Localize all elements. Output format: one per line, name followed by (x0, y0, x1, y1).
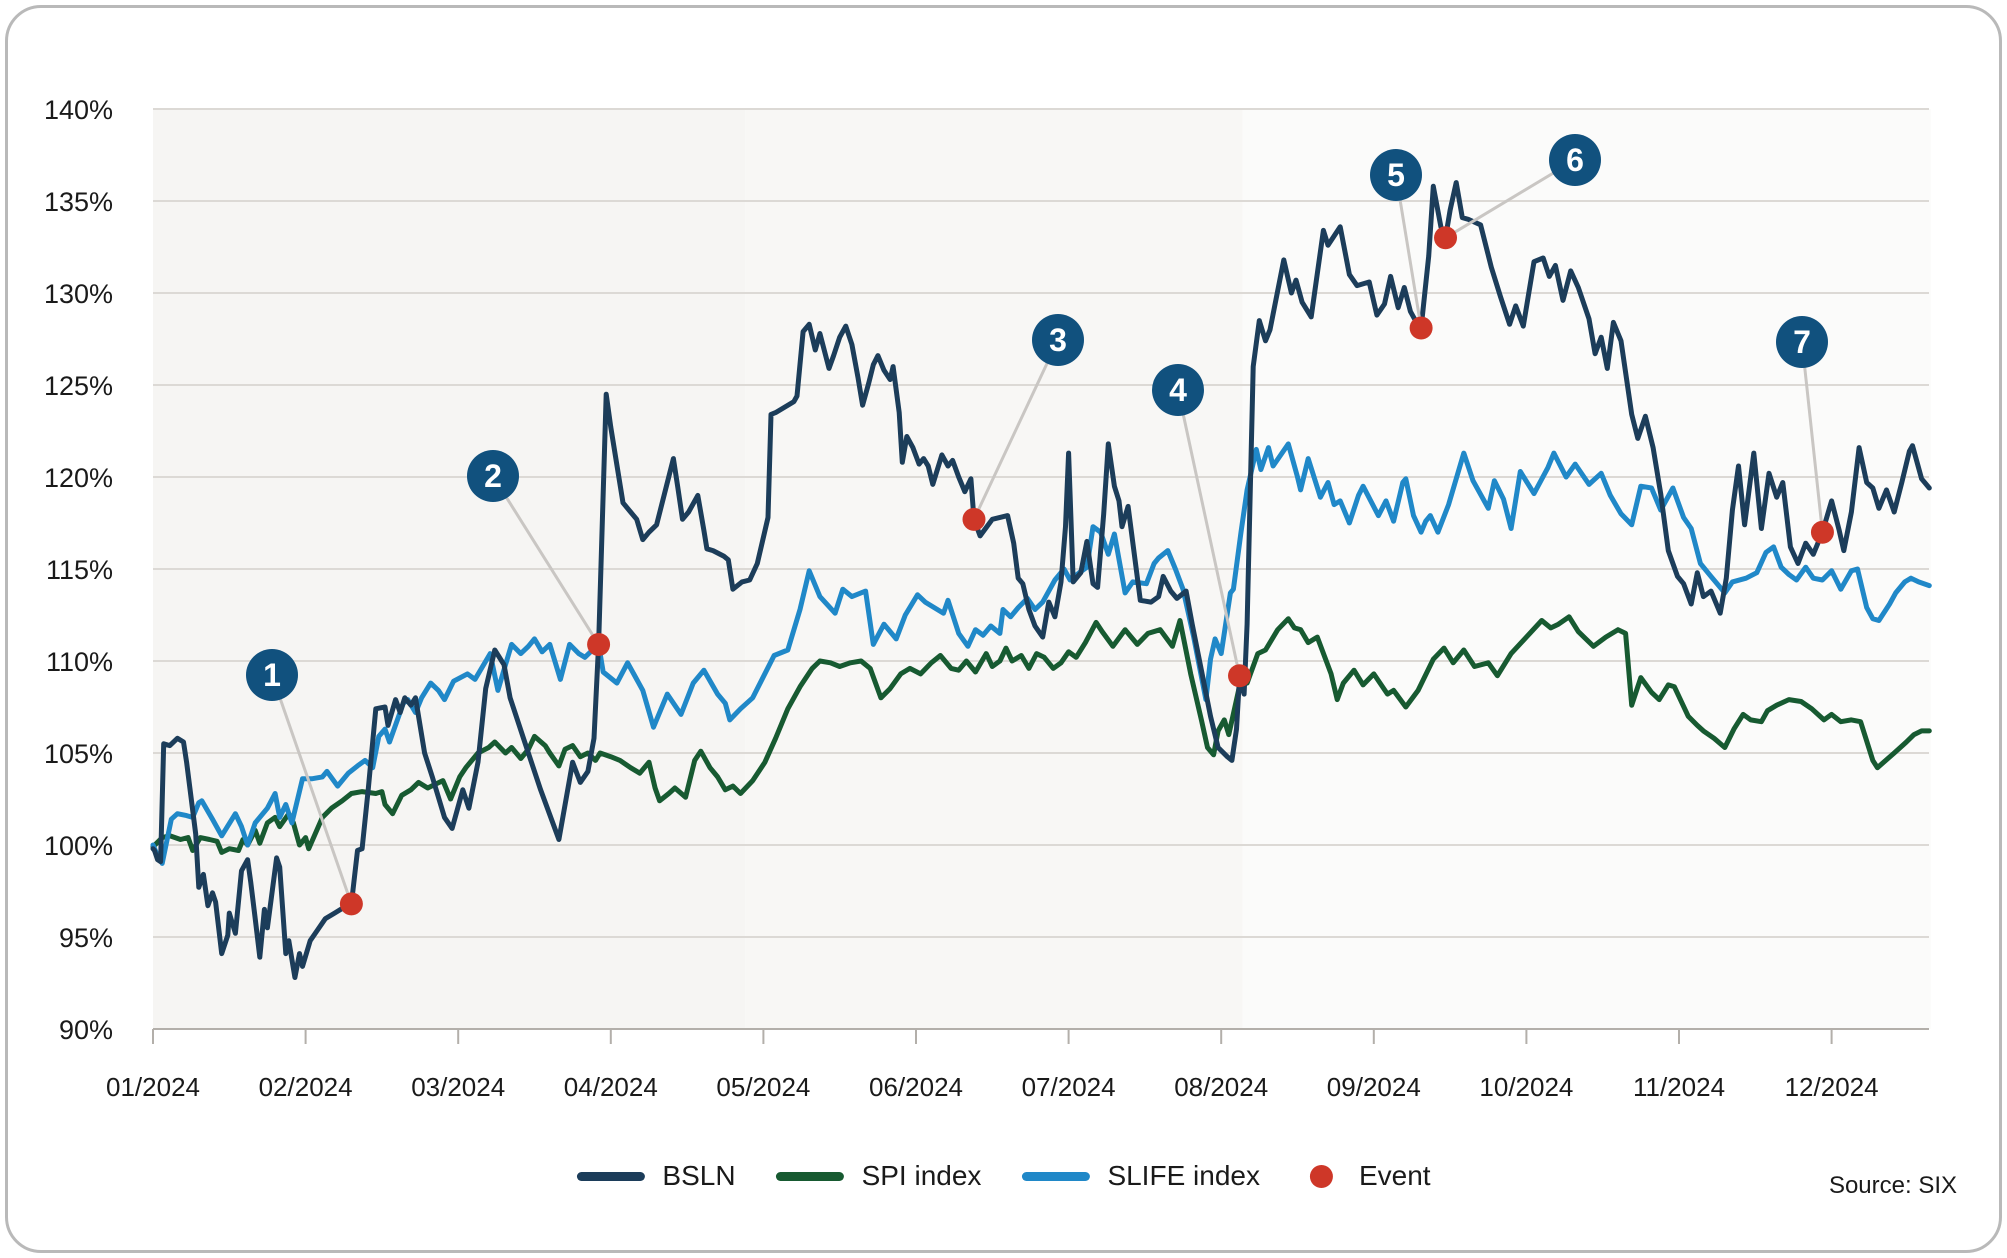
series-line-spi-index (150, 614, 1932, 855)
y-tick-label: 120% (44, 463, 113, 493)
event-dot-1 (339, 892, 363, 916)
x-tick-label: 10/2024 (1479, 1072, 1573, 1102)
event-badge-6 (1549, 134, 1601, 186)
y-tick-label: 140% (44, 95, 113, 125)
legend-label-spi-index: SPI index (861, 1160, 982, 1191)
event-badge-number: 1 (263, 657, 281, 693)
event-badge-number: 4 (1169, 372, 1187, 408)
x-tick-label: 01/2024 (106, 1072, 200, 1102)
event-connector-4 (1176, 389, 1241, 677)
event-badge-number: 5 (1387, 157, 1405, 193)
source-label: Source: SIX (1828, 1172, 1957, 1199)
event-connector-3 (972, 339, 1060, 520)
event-badge-5 (1370, 149, 1422, 201)
x-tick-label: 02/2024 (259, 1072, 353, 1102)
x-tick-label: 11/2024 (1633, 1072, 1725, 1102)
y-tick-label: 110% (46, 647, 113, 677)
x-tick-label: 08/2024 (1174, 1072, 1268, 1102)
event-dot-4 (1228, 664, 1252, 688)
y-tick-label: 125% (44, 371, 113, 401)
bsln-line-swatch (576, 1171, 645, 1181)
event-connector-1 (270, 674, 353, 905)
event-dot-2 (587, 632, 611, 656)
x-tick-label: 04/2024 (564, 1072, 658, 1102)
spi-index-line-swatch (775, 1171, 844, 1181)
series-line-bsln (150, 180, 1932, 980)
x-tick-label: 05/2024 (716, 1072, 810, 1102)
y-tick-label: 115% (46, 555, 113, 585)
event-dot-6 (1434, 226, 1458, 250)
slife-index-line-swatch (1021, 1171, 1090, 1181)
x-tick-label: 03/2024 (411, 1072, 505, 1102)
event-badge-2 (467, 450, 519, 502)
y-tick-label: 105% (44, 739, 113, 769)
legend-label-slife-index: SLIFE index (1107, 1160, 1260, 1191)
event-dot-3 (962, 507, 986, 531)
x-tick-label: 09/2024 (1327, 1072, 1421, 1102)
y-tick-label: 90% (59, 1015, 113, 1045)
event-connector-7 (1800, 341, 1824, 533)
chart-legend: BSLN SPI index SLIFE index Event (576, 1160, 1431, 1192)
event-badge-number: 2 (484, 458, 502, 494)
legend-label-bsln: BSLN (662, 1160, 736, 1191)
event-badge-number: 7 (1793, 324, 1811, 360)
x-tick-label: 06/2024 (869, 1072, 963, 1102)
y-tick-label: 135% (44, 187, 113, 217)
legend-item-slife-index: SLIFE index (1021, 1160, 1260, 1192)
event-dot-icon (1309, 1164, 1333, 1188)
legend-item-bsln: BSLN (576, 1160, 736, 1192)
x-tick-label: 12/2024 (1785, 1072, 1879, 1102)
event-badge-3 (1032, 314, 1084, 366)
x-tick-label: 07/2024 (1022, 1072, 1116, 1102)
y-tick-label: 130% (44, 279, 113, 309)
event-badge-number: 6 (1566, 142, 1584, 178)
legend-item-spi-index: SPI index (775, 1160, 982, 1192)
legend-label-event: Event (1358, 1160, 1431, 1191)
event-badge-7 (1776, 316, 1828, 368)
event-badge-number: 3 (1049, 322, 1067, 358)
event-badge-4 (1152, 364, 1204, 416)
legend-item-event: Event (1300, 1160, 1431, 1192)
y-tick-label: 100% (44, 831, 113, 861)
event-connector-2 (491, 475, 600, 646)
event-badge-1 (246, 649, 298, 701)
event-dot-5 (1409, 316, 1433, 340)
event-dot-7 (1810, 520, 1834, 544)
y-tick-label: 95% (59, 923, 113, 953)
